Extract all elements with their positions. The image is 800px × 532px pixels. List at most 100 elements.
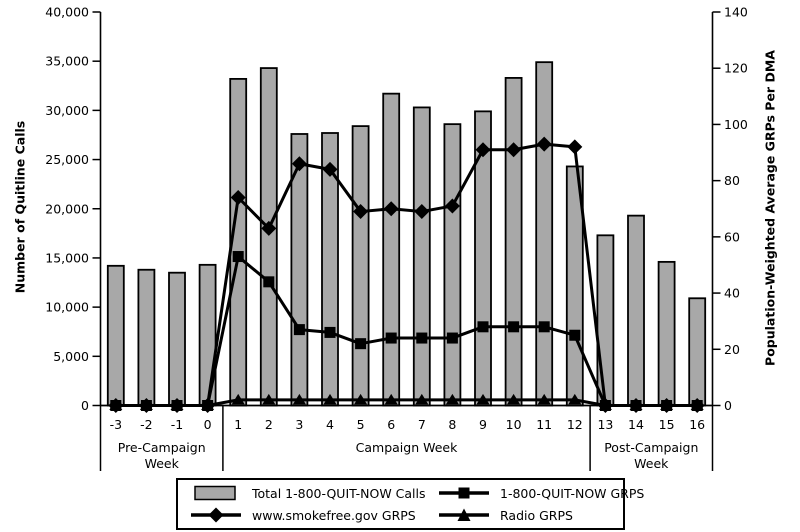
diamond-marker-week-5 [353, 204, 369, 220]
week-label--1: -1 [171, 417, 183, 432]
bar-week-14 [627, 214, 645, 407]
right-tick-label: 0 [724, 398, 732, 413]
triangle-marker-week-12 [568, 393, 582, 405]
diamond-line [115, 142, 698, 407]
diamond-marker-week-3 [291, 156, 307, 172]
bar-week-2 [259, 67, 278, 407]
week-label-4: 4 [326, 417, 334, 432]
week-label-6: 6 [387, 417, 395, 432]
week-label-2: 2 [265, 417, 273, 432]
square-marker-week-4 [324, 326, 336, 338]
triangle-marker-week-10 [507, 393, 521, 405]
triangle-marker-week-7 [415, 393, 429, 405]
week-label-12: 12 [567, 417, 583, 432]
bar-week--1 [168, 271, 186, 407]
week-label-3: 3 [295, 417, 303, 432]
legend: Total 1-800-QUIT-NOW Calls 1-800-QUIT-NO… [176, 478, 644, 530]
left-tick-label: 0 [81, 398, 89, 413]
week-label-0: 0 [204, 417, 212, 432]
week-label-13: 13 [597, 417, 613, 432]
square-marker [458, 487, 470, 499]
triangle-line [115, 398, 698, 407]
section-label-2: Post-Campaign [604, 440, 698, 455]
legend-label-radio-grps: Radio GRPS [500, 507, 573, 523]
week-label-15: 15 [659, 417, 675, 432]
bar-week--2 [137, 268, 156, 407]
bar-swatch [194, 485, 236, 501]
diamond-marker-week-8 [444, 198, 460, 214]
bar-week-8 [443, 123, 462, 407]
triangle-marker-week--1 [170, 399, 184, 410]
bar-week-15 [657, 260, 676, 407]
diamond-marker [208, 507, 224, 523]
bar-week-16 [688, 297, 707, 407]
triangle-marker-week-3 [292, 393, 306, 405]
left-tick-label: 40,000 [45, 5, 89, 20]
week-label-1: 1 [234, 417, 242, 432]
diamond-marker-week-9 [475, 142, 491, 158]
triangle-marker-week-2 [262, 393, 276, 405]
square-marker-week-3 [293, 324, 305, 336]
week-label-5: 5 [357, 417, 365, 432]
right-tick-label: 120 [724, 61, 748, 76]
diamond-marker-week-2 [261, 220, 277, 236]
right-tick-label: 140 [724, 5, 748, 20]
triangle-marker-week-11 [537, 393, 551, 405]
triangle-marker-week--3 [109, 399, 123, 410]
left-tick-label: 30,000 [45, 103, 89, 118]
diamond-marker-week-12 [567, 139, 583, 155]
square-marker-icon [439, 487, 489, 499]
triangle-marker [457, 508, 471, 521]
week-label-14: 14 [628, 417, 644, 432]
right-tick-label: 20 [724, 342, 740, 357]
square-marker-week-11 [538, 321, 550, 333]
square-marker-week-9 [477, 321, 489, 333]
triangle-marker-week-13 [598, 399, 612, 410]
left-tick-label: 5,000 [53, 349, 89, 364]
legend-label-total-calls: Total 1-800-QUIT-NOW Calls [252, 485, 426, 501]
diamond-marker-week-7 [414, 204, 430, 220]
section-label-2: Week [634, 456, 669, 471]
week-label--3: -3 [110, 417, 122, 432]
triangle-marker-icon [439, 508, 489, 521]
square-marker-week-7 [416, 332, 428, 344]
diamond-marker-week-11 [536, 136, 552, 152]
bar-week-7 [412, 106, 431, 407]
week-label-8: 8 [448, 417, 456, 432]
legend-item-radio-grps: Radio GRPS [438, 506, 644, 524]
diamond-marker-week-1 [230, 190, 246, 206]
triangle-marker-week-5 [354, 393, 368, 405]
week-label-11: 11 [536, 417, 552, 432]
right-axis-title: Population-Weighted Average GRPs Per DMA [762, 50, 778, 366]
week-label-7: 7 [418, 417, 426, 432]
triangle-marker-week--2 [139, 399, 153, 410]
left-tick-label: 10,000 [45, 300, 89, 315]
right-tick-label: 60 [724, 229, 740, 244]
bar-swatch-icon [194, 485, 236, 501]
triangle-marker-week-6 [384, 393, 398, 405]
week-label-16: 16 [689, 417, 705, 432]
section-label-1: Campaign Week [356, 440, 458, 455]
square-marker-week-8 [446, 332, 458, 344]
left-tick-label: 25,000 [45, 152, 89, 167]
legend-item-total-calls: Total 1-800-QUIT-NOW Calls [190, 484, 438, 502]
triangle-marker-week-0 [201, 399, 215, 410]
week-label--2: -2 [140, 417, 152, 432]
square-marker-week-5 [355, 338, 367, 350]
diamond-marker-week-4 [322, 161, 338, 177]
section-label-0: Pre-Campaign [118, 440, 206, 455]
square-marker-week-1 [232, 251, 244, 263]
bar-week-5 [351, 125, 370, 407]
diamond-marker-week-6 [383, 201, 399, 217]
bar-week--3 [106, 264, 125, 407]
diamond-marker-icon [191, 507, 241, 523]
triangle-marker-week-14 [629, 399, 643, 410]
bar-week-11 [535, 61, 554, 407]
legend-item-smokefree-grps: www.smokefree.gov GRPS [190, 506, 438, 524]
diamond-marker-week-10 [506, 142, 522, 158]
legend-item-quitnow-grps: 1-800-QUIT-NOW GRPS [438, 484, 644, 502]
section-label-0: Week [145, 456, 180, 471]
left-tick-label: 35,000 [45, 54, 89, 69]
